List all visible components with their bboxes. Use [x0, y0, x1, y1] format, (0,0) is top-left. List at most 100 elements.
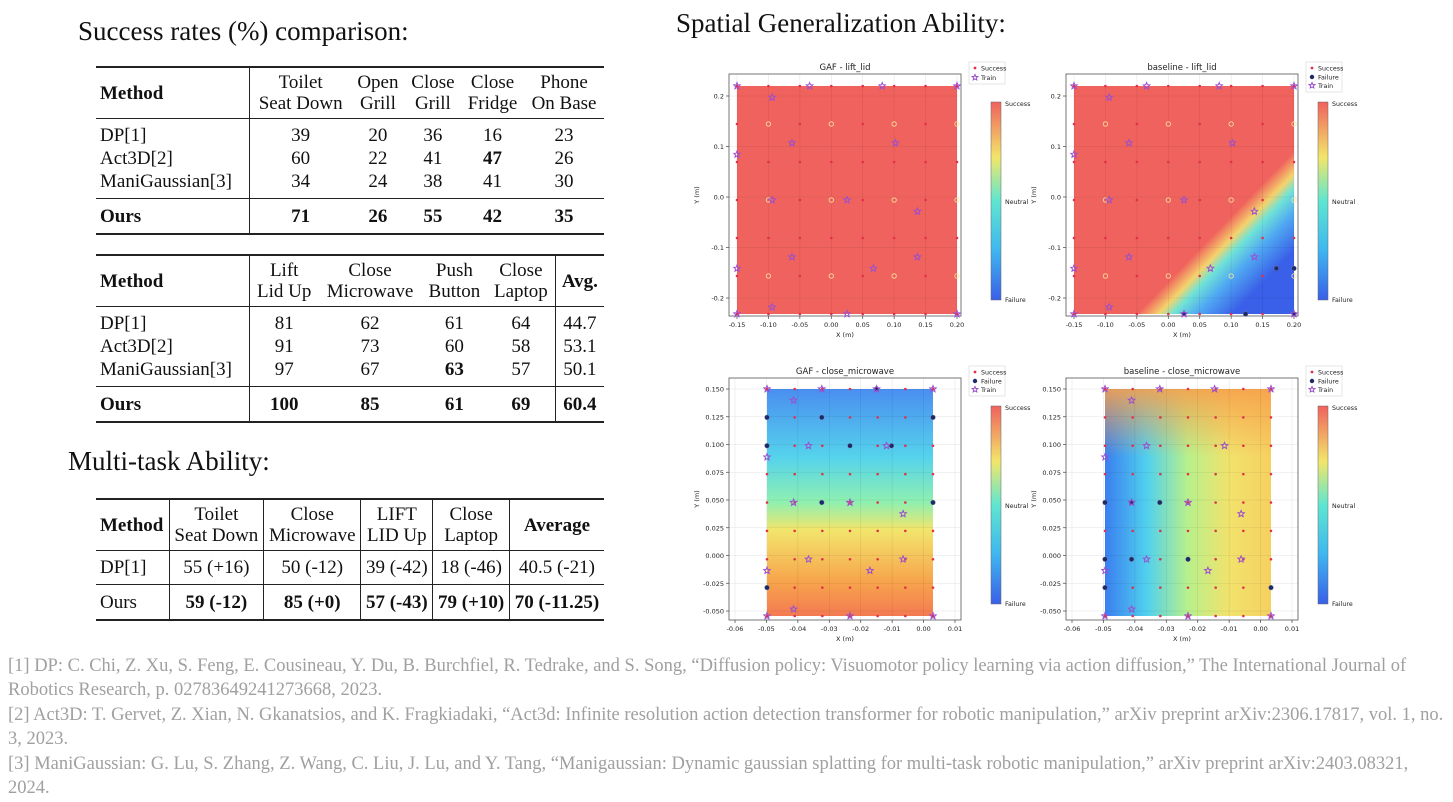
success-dot-marker: [1135, 274, 1139, 278]
x-tick-label: -0.05: [758, 625, 775, 633]
table3-header-4: Close Laptop: [432, 498, 510, 551]
success-dot-marker: [1159, 416, 1162, 419]
y-tick-label: -0.025: [1040, 580, 1061, 588]
x-tick-label: 0.01: [948, 625, 962, 633]
table3-cell: 59 (-12): [168, 584, 264, 621]
train-star-marker: [890, 138, 900, 147]
plot-title: baseline - lift_lid: [1147, 63, 1216, 73]
x-tick-label: 0.00: [916, 625, 930, 633]
y-tick-label: 0.0: [714, 194, 724, 202]
train-star-marker: [1205, 263, 1215, 273]
train-star-marker: [1127, 497, 1137, 507]
table3-header-3: LIFT LID Up: [360, 498, 433, 551]
success-ring-marker: [1102, 273, 1109, 279]
success-dot-marker: [829, 236, 833, 240]
success-ring-marker: [765, 121, 772, 127]
colorbar-mid-label: Neutral: [1005, 503, 1028, 510]
train-star-marker: [1142, 554, 1151, 564]
train-star-marker: [1127, 604, 1137, 613]
colorbar-mid-label: Neutral: [1332, 503, 1355, 510]
success-dot-marker: [892, 236, 896, 240]
table2-row: Act3D[2] 91 73 60 58 53.1: [96, 335, 604, 358]
success-dot-marker: [1186, 614, 1190, 618]
failure-dot-marker: [764, 414, 770, 420]
colorbar-bottom-label: Failure: [1005, 601, 1026, 608]
y-tick-label: 0.150: [1042, 386, 1061, 394]
success-dot-marker: [793, 614, 796, 618]
success-ring-marker: [954, 273, 960, 279]
y-tick-label: 0.075: [705, 469, 724, 477]
spatial-generalization-plots: GAF - lift_lid -0.15 -0.10 -0.05 0.00 0.05 0.1…: [693, 61, 1357, 643]
success-dot-marker: [1261, 274, 1264, 278]
x-tick-label: -0.01: [1221, 625, 1238, 633]
success-dot-marker: [1166, 236, 1170, 240]
success-dot-marker: [1229, 236, 1233, 240]
train-star-marker: [1069, 309, 1079, 318]
success-dot-marker: [1104, 312, 1107, 316]
x-tick-label: 0.10: [1224, 321, 1238, 329]
success-dot-marker: [931, 472, 935, 476]
table3-header-0: Method: [96, 498, 170, 551]
success-dot-marker: [1269, 472, 1273, 476]
train-star-marker: [1307, 81, 1317, 89]
success-dot-marker: [861, 160, 865, 164]
table2-cell: 57: [511, 359, 531, 380]
train-star-marker: [767, 92, 777, 102]
table1-cell: 41: [423, 148, 443, 169]
success-dot-marker: [931, 387, 935, 391]
y-axis-label: Y (m): [693, 186, 701, 204]
success-dot-marker: [931, 529, 935, 533]
train-star-marker: [1069, 81, 1079, 90]
table2-cell: ManiGaussian[3]: [100, 359, 232, 380]
train-star-marker: [732, 309, 742, 318]
success-ring-marker: [1165, 197, 1171, 203]
train-star-marker: [952, 309, 962, 318]
train-star-marker: [1179, 309, 1189, 318]
train-star-marker: [762, 384, 772, 393]
success-dot-marker: [1103, 416, 1107, 419]
success-dot-marker: [1198, 312, 1202, 316]
success-dot-marker: [1186, 529, 1190, 533]
success-dot-marker: [1269, 444, 1273, 448]
success-dot-marker: [1214, 614, 1217, 618]
legend-train-label: Train: [980, 75, 996, 82]
legend-success-marker: [1310, 66, 1314, 70]
failure-dot-marker: [1102, 556, 1108, 562]
success-dot-marker: [1072, 312, 1076, 316]
references: [1] DP: C. Chi, Z. Xu, S. Feng, E. Cousi…: [8, 654, 1448, 800]
table2-cell: 64: [487, 306, 556, 335]
x-tick-label: 0.15: [1255, 321, 1269, 329]
success-dot-marker: [1242, 387, 1245, 391]
train-star-marker: [1236, 509, 1246, 518]
table2-cell: 50.1: [554, 358, 604, 387]
success-dot-marker: [1131, 444, 1134, 448]
train-star-marker: [789, 604, 799, 613]
table1-row: Act3D[2] 60 22 41 47 26: [96, 147, 604, 170]
success-dot-marker: [931, 614, 935, 618]
x-tick-label: 0.20: [1287, 321, 1301, 329]
success-dot-marker: [876, 416, 879, 419]
success-ring-marker: [954, 121, 960, 127]
legend-success-label: Success: [1318, 66, 1343, 73]
y-tick-label: 0.1: [714, 143, 724, 151]
plot-title: baseline - close_microwave: [1124, 367, 1240, 377]
train-star-marker: [789, 395, 799, 405]
table1-header-1: Toilet Seat Down: [249, 66, 351, 119]
train-star-marker: [804, 554, 813, 564]
success-dot-marker: [924, 84, 927, 88]
plot-title: GAF - close_microwave: [796, 367, 894, 377]
x-tick-label: -0.05: [1095, 625, 1112, 633]
table3-cell: 18 (-46): [432, 550, 510, 585]
y-tick-label: 0.125: [1042, 413, 1061, 421]
success-dot-marker: [1261, 312, 1264, 316]
success-dot-marker: [892, 160, 896, 164]
x-tick-label: 0.05: [1192, 321, 1206, 329]
success-dot-marker: [904, 529, 907, 533]
plot-panel-0: GAF - lift_lid -0.15 -0.10 -0.05 0.00 0.05 0.1…: [693, 61, 1030, 339]
legend-failure-label: Failure: [1318, 75, 1339, 82]
legend-failure-marker: [1309, 74, 1315, 80]
table2-row: Ours 100 85 61 69 60.4: [96, 386, 604, 423]
x-tick-label: 0.20: [950, 321, 964, 329]
success-dot-marker: [1072, 84, 1076, 88]
train-star-marker: [845, 497, 855, 507]
